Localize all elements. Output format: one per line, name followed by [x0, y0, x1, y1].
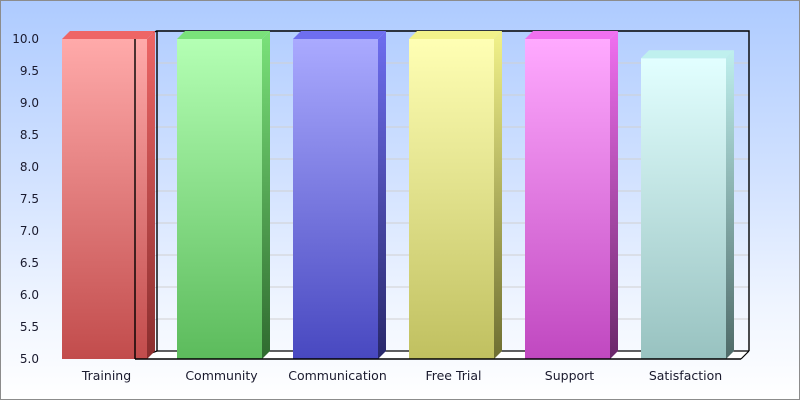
- y-tick-label: 5.5: [20, 320, 39, 334]
- y-tick-label: 5.0: [20, 352, 39, 366]
- y-tick-label: 7.5: [20, 192, 39, 206]
- y-tick-label: 8.0: [20, 160, 39, 174]
- x-axis-label: Training: [81, 368, 131, 383]
- y-tick-label: 6.0: [20, 288, 39, 302]
- bar-training[interactable]: [62, 31, 155, 359]
- bar-support[interactable]: [525, 31, 618, 359]
- bar-communication[interactable]: [293, 31, 386, 359]
- y-tick-label: 6.5: [20, 256, 39, 270]
- x-axis-label: Communication: [288, 368, 387, 383]
- bar-community[interactable]: [177, 31, 270, 359]
- y-tick-label: 7.0: [20, 224, 39, 238]
- y-tick-label: 10.0: [12, 32, 39, 46]
- x-axis-label: Support: [545, 368, 595, 383]
- y-tick-label: 9.0: [20, 96, 39, 110]
- x-axis-label: Satisfaction: [649, 368, 722, 383]
- y-tick-label: 8.5: [20, 128, 39, 142]
- x-axis-label: Free Trial: [425, 368, 481, 383]
- bar-free-trial[interactable]: [409, 31, 502, 359]
- x-axis-label: Community: [185, 368, 258, 383]
- y-tick-label: 9.5: [20, 64, 39, 78]
- bar-satisfaction[interactable]: [641, 50, 734, 359]
